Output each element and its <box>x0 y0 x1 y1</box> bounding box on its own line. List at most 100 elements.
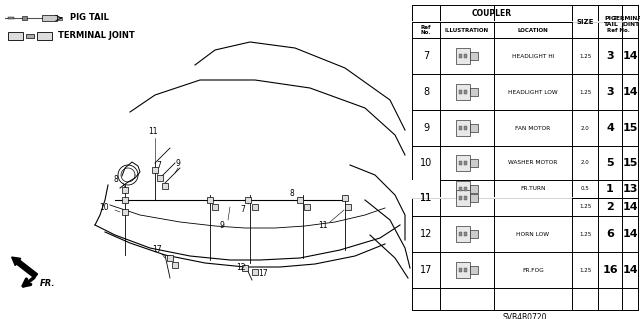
Text: ILLUSTRATION: ILLUSTRATION <box>445 27 489 33</box>
Text: 14: 14 <box>622 51 638 61</box>
Bar <box>212 204 218 210</box>
Bar <box>456 120 470 136</box>
Bar <box>464 196 467 200</box>
Text: 17: 17 <box>258 270 268 278</box>
Bar <box>342 195 348 201</box>
Text: PIG TAIL: PIG TAIL <box>70 13 109 23</box>
Bar <box>459 54 462 58</box>
Bar <box>464 232 467 236</box>
Bar <box>122 187 128 193</box>
Text: TERMINAL
JOINT: TERMINAL JOINT <box>613 16 640 27</box>
Text: 3: 3 <box>606 51 614 61</box>
Bar <box>464 54 467 58</box>
Bar <box>252 269 258 275</box>
Text: 2.0: 2.0 <box>580 160 589 166</box>
Text: 1.25: 1.25 <box>579 90 591 94</box>
Text: 15: 15 <box>622 158 637 168</box>
Bar <box>22 16 27 20</box>
Text: FR.FOG: FR.FOG <box>522 268 544 272</box>
Bar <box>464 187 467 191</box>
Text: 2.0: 2.0 <box>580 125 589 130</box>
Text: 9: 9 <box>175 159 180 167</box>
Bar <box>470 124 478 132</box>
Text: 1.25: 1.25 <box>579 268 591 272</box>
Bar <box>152 167 158 173</box>
Text: 11: 11 <box>420 193 432 203</box>
Bar <box>122 197 128 203</box>
Text: 11: 11 <box>148 127 157 136</box>
Bar <box>464 90 467 94</box>
Text: HEADLIGHT HI: HEADLIGHT HI <box>512 54 554 58</box>
Text: 17: 17 <box>420 265 432 275</box>
Text: Ref
No.: Ref No. <box>420 25 431 35</box>
Text: FR.: FR. <box>40 279 56 288</box>
Text: SVB4B0720: SVB4B0720 <box>503 314 547 319</box>
Bar <box>172 262 178 268</box>
Bar <box>470 159 478 167</box>
Bar <box>470 185 478 193</box>
Text: FR.TURN: FR.TURN <box>520 187 546 191</box>
Bar <box>167 255 173 261</box>
FancyArrow shape <box>12 257 38 278</box>
Text: 11: 11 <box>420 184 432 194</box>
Text: 17: 17 <box>152 246 162 255</box>
Bar <box>252 204 258 210</box>
Text: 11: 11 <box>318 220 328 229</box>
Bar <box>207 197 213 203</box>
Bar <box>242 265 248 271</box>
Text: FAN MOTOR: FAN MOTOR <box>515 125 550 130</box>
Text: PIG
TAIL: PIG TAIL <box>603 16 618 27</box>
Bar <box>459 126 462 130</box>
Text: 7: 7 <box>157 161 161 170</box>
Bar <box>8 17 14 19</box>
Text: 1.25: 1.25 <box>579 232 591 236</box>
Text: 15: 15 <box>622 123 637 133</box>
Text: 4: 4 <box>606 123 614 133</box>
Bar <box>456 48 470 64</box>
Text: SIZE: SIZE <box>576 19 594 25</box>
Text: 12: 12 <box>420 229 432 239</box>
Bar <box>456 84 470 100</box>
Bar <box>459 232 462 236</box>
Text: Ref No.: Ref No. <box>607 27 629 33</box>
Text: LOCATION: LOCATION <box>518 27 548 33</box>
Text: 10: 10 <box>420 158 432 168</box>
Bar <box>459 196 462 200</box>
Text: 8: 8 <box>423 87 429 97</box>
Text: 3: 3 <box>606 87 614 97</box>
Bar <box>470 230 478 238</box>
Text: 11: 11 <box>420 193 432 203</box>
Text: 7: 7 <box>241 205 245 214</box>
Bar <box>464 268 467 272</box>
Bar <box>345 204 351 210</box>
Bar <box>456 226 470 242</box>
Text: 16: 16 <box>602 265 618 275</box>
Text: 10: 10 <box>99 203 109 211</box>
Text: 1: 1 <box>606 184 614 194</box>
Text: 9: 9 <box>220 220 225 229</box>
Text: 9: 9 <box>423 123 429 133</box>
Text: 1.25: 1.25 <box>579 54 591 58</box>
Text: 0.5: 0.5 <box>580 187 589 191</box>
Bar <box>464 161 467 165</box>
Bar <box>459 268 462 272</box>
Text: 14: 14 <box>622 202 638 212</box>
Bar <box>470 266 478 274</box>
Text: WASHER MOTOR: WASHER MOTOR <box>508 160 557 166</box>
Text: 1.25: 1.25 <box>579 204 591 210</box>
Text: HEADLIGHT LOW: HEADLIGHT LOW <box>508 90 558 94</box>
Bar <box>162 183 168 189</box>
Text: 12: 12 <box>236 263 246 271</box>
Text: 14: 14 <box>622 229 638 239</box>
Text: 5: 5 <box>606 158 614 168</box>
Bar <box>456 262 470 278</box>
Text: 7: 7 <box>423 51 429 61</box>
Bar <box>412 180 440 198</box>
Bar <box>456 155 470 171</box>
Bar <box>464 126 467 130</box>
Bar <box>470 194 478 202</box>
Bar <box>37 32 52 40</box>
Bar <box>459 90 462 94</box>
Text: 8: 8 <box>290 189 294 197</box>
Text: HORN LOW: HORN LOW <box>516 232 550 236</box>
